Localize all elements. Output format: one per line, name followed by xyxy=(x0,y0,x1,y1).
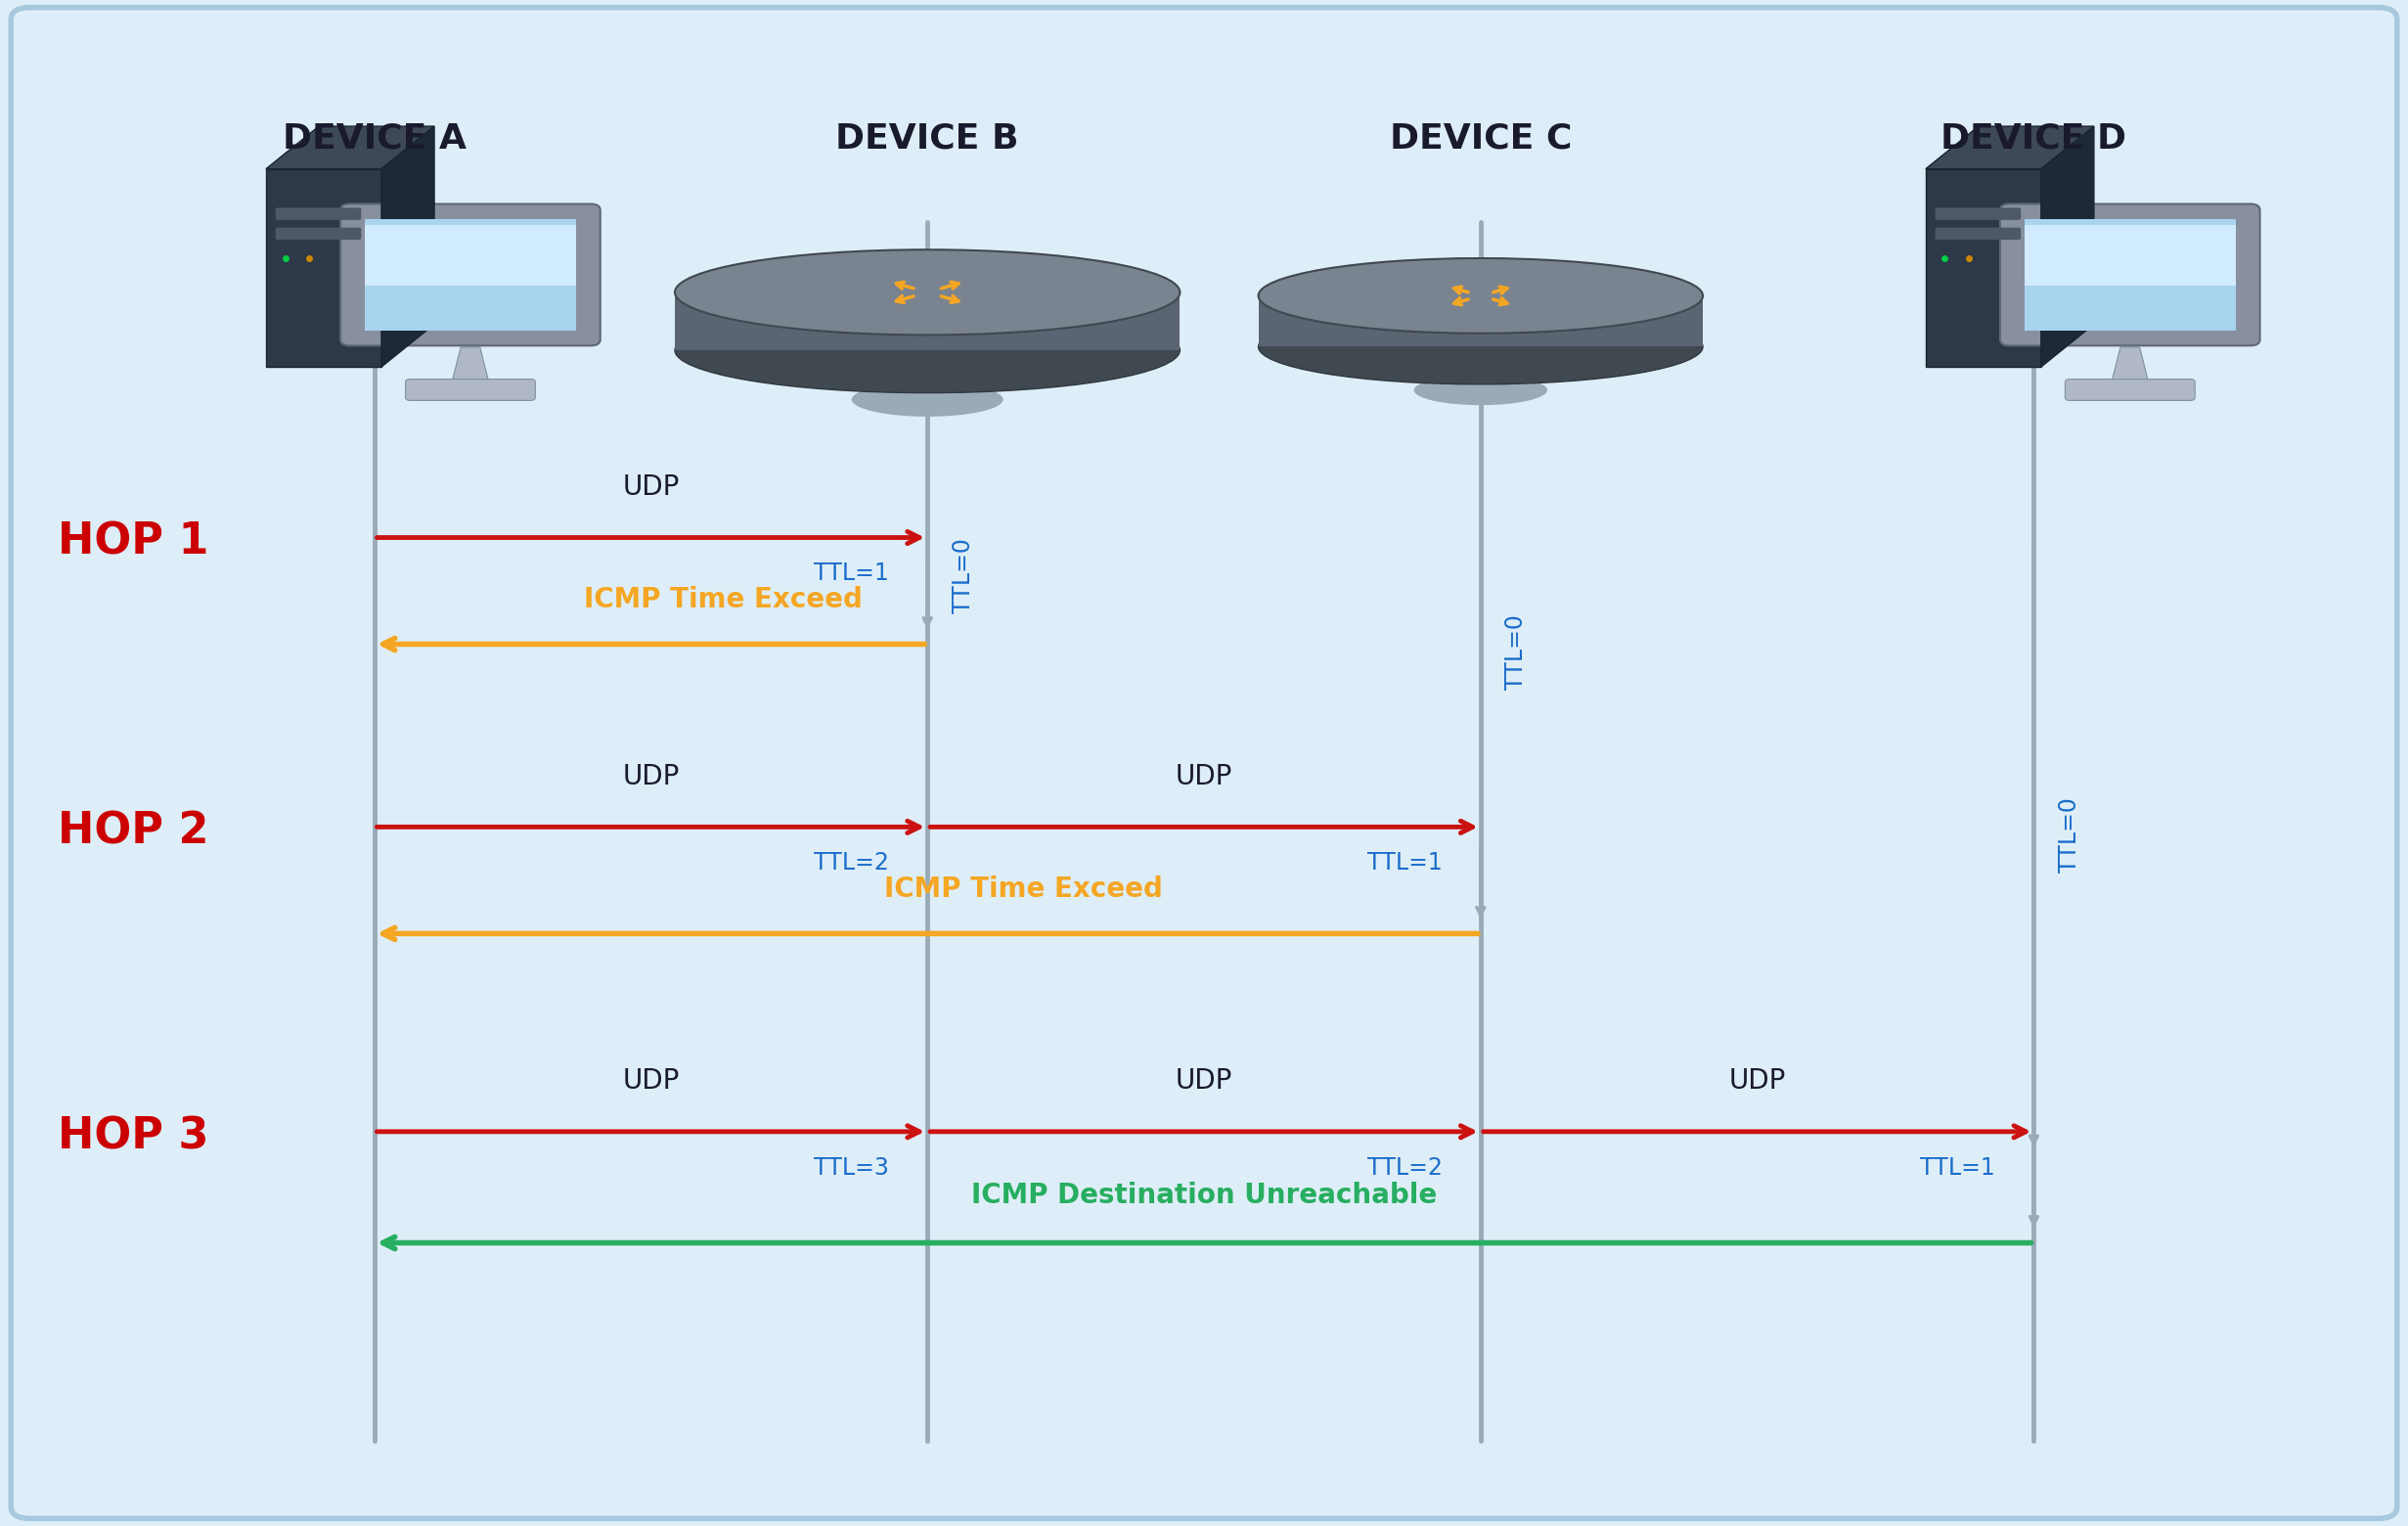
Text: TTL=1: TTL=1 xyxy=(1368,852,1442,874)
Ellipse shape xyxy=(852,383,1004,417)
FancyBboxPatch shape xyxy=(2025,224,2237,285)
FancyBboxPatch shape xyxy=(2001,204,2261,345)
Text: ICMP Time Exceed: ICMP Time Exceed xyxy=(583,586,862,613)
Polygon shape xyxy=(265,127,433,169)
FancyBboxPatch shape xyxy=(913,339,942,400)
Text: UDP: UDP xyxy=(1175,1068,1233,1096)
Polygon shape xyxy=(1926,169,2042,366)
Polygon shape xyxy=(265,169,380,366)
Text: TTL=0: TTL=0 xyxy=(2059,797,2081,873)
Text: TTL=2: TTL=2 xyxy=(814,852,889,874)
Text: UDP: UDP xyxy=(621,1068,679,1096)
Text: ICMP Time Exceed: ICMP Time Exceed xyxy=(884,876,1163,903)
FancyBboxPatch shape xyxy=(364,220,576,331)
Polygon shape xyxy=(1926,127,2095,169)
FancyBboxPatch shape xyxy=(1936,208,2020,220)
Polygon shape xyxy=(674,293,1180,349)
Ellipse shape xyxy=(674,308,1180,392)
Text: ICMP Destination Unreachable: ICMP Destination Unreachable xyxy=(970,1183,1438,1209)
Text: HOP 2: HOP 2 xyxy=(58,810,209,853)
FancyBboxPatch shape xyxy=(275,227,361,240)
Text: UDP: UDP xyxy=(1729,1068,1787,1096)
Ellipse shape xyxy=(1259,258,1702,333)
Text: UDP: UDP xyxy=(621,473,679,501)
FancyBboxPatch shape xyxy=(2066,378,2196,400)
FancyBboxPatch shape xyxy=(275,208,361,220)
Polygon shape xyxy=(380,127,433,366)
Text: DEVICE A: DEVICE A xyxy=(282,122,467,156)
Text: TTL=1: TTL=1 xyxy=(1919,1157,1996,1180)
Text: TTL=3: TTL=3 xyxy=(814,1157,889,1180)
Text: TTL=1: TTL=1 xyxy=(814,562,889,586)
Text: UDP: UDP xyxy=(1175,763,1233,790)
Text: UDP: UDP xyxy=(621,763,679,790)
Polygon shape xyxy=(2112,346,2150,385)
Text: HOP 3: HOP 3 xyxy=(58,1116,209,1157)
Text: HOP 1: HOP 1 xyxy=(58,520,209,563)
Text: DEVICE B: DEVICE B xyxy=(836,122,1019,156)
Ellipse shape xyxy=(674,250,1180,336)
FancyBboxPatch shape xyxy=(1936,227,2020,240)
Ellipse shape xyxy=(1259,310,1702,385)
Polygon shape xyxy=(2042,127,2095,366)
Text: TTL=2: TTL=2 xyxy=(1368,1157,1442,1180)
Text: TTL=0: TTL=0 xyxy=(951,539,975,613)
FancyBboxPatch shape xyxy=(1469,337,1493,391)
Text: DEVICE C: DEVICE C xyxy=(1389,122,1572,156)
Text: DEVICE D: DEVICE D xyxy=(1941,122,2126,156)
Polygon shape xyxy=(1259,296,1702,346)
FancyBboxPatch shape xyxy=(340,204,600,345)
Ellipse shape xyxy=(1413,375,1548,406)
FancyBboxPatch shape xyxy=(364,224,576,285)
FancyBboxPatch shape xyxy=(12,8,2396,1518)
FancyBboxPatch shape xyxy=(2025,220,2237,331)
FancyBboxPatch shape xyxy=(405,378,535,400)
Text: TTL=0: TTL=0 xyxy=(1505,613,1529,690)
Polygon shape xyxy=(450,346,489,385)
